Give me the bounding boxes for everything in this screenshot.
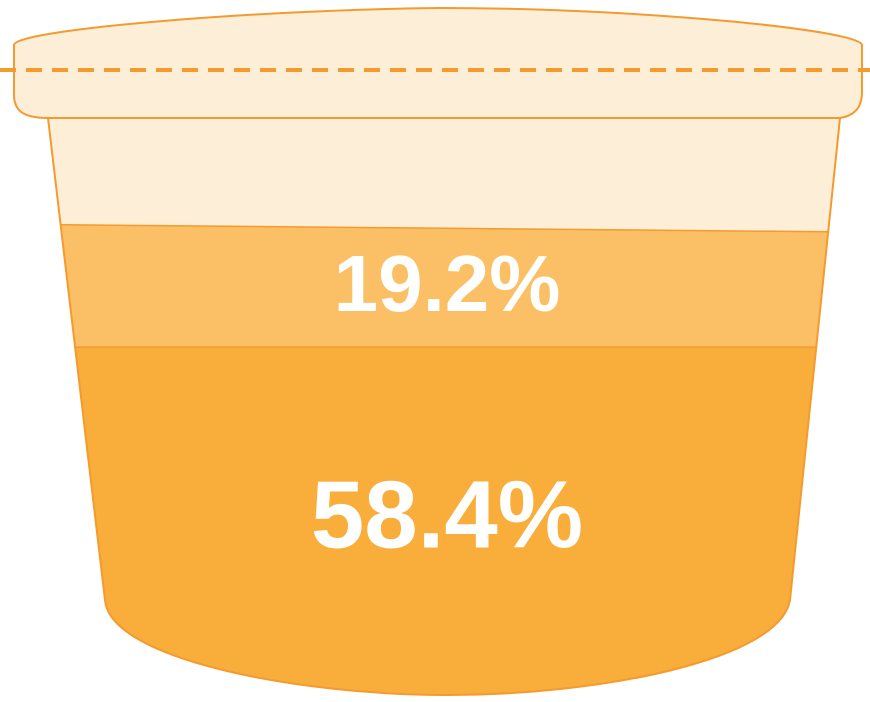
chart: 58.4% 19.2% xyxy=(0,0,870,702)
value-label: 58.4% xyxy=(311,461,583,568)
value-label: 19.2% xyxy=(334,239,561,328)
cup-rim xyxy=(14,8,862,118)
